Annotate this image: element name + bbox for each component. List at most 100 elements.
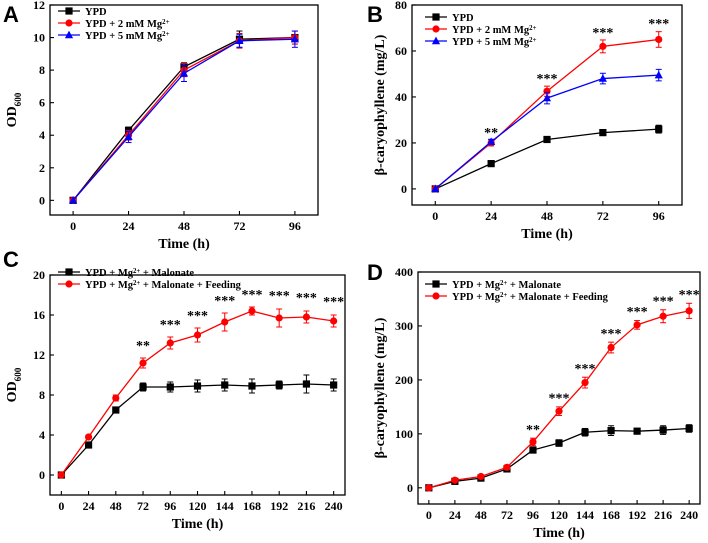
significance-label: ** — [526, 423, 540, 438]
x-tick-label: 168 — [602, 508, 620, 522]
legend-marker — [64, 30, 74, 39]
legend-entry: YPD — [452, 13, 474, 24]
significance-label: *** — [627, 305, 648, 320]
data-point — [607, 343, 615, 352]
x-tick-label: 0 — [426, 508, 432, 522]
y-tick-label: 12 — [33, 348, 45, 362]
x-tick-label: 72 — [501, 508, 513, 522]
data-point — [275, 314, 283, 322]
x-tick-label: 72 — [137, 499, 149, 513]
data-point — [598, 74, 607, 82]
panel-letter: A — [3, 2, 19, 27]
legend-entry: YPD + 2 mM Mg2+ — [85, 18, 170, 30]
data-point — [599, 128, 607, 137]
legend-marker — [432, 292, 440, 300]
x-axis-label: Time (h) — [521, 227, 573, 242]
data-point — [221, 381, 229, 389]
data-point — [487, 137, 496, 145]
data-point — [542, 93, 552, 102]
data-point — [685, 424, 693, 433]
y-tick-label: 4 — [39, 128, 45, 142]
legend-marker — [432, 13, 440, 21]
x-tick-label: 192 — [270, 499, 288, 513]
y-tick-label: 80 — [395, 0, 407, 12]
x-tick-label: 24 — [449, 508, 461, 522]
y-axis-label: OD600 — [5, 92, 23, 127]
y-tick-label: 8 — [39, 63, 45, 77]
data-point — [529, 438, 537, 446]
data-point — [659, 312, 667, 320]
series-3 — [69, 30, 299, 204]
data-point — [139, 359, 147, 367]
y-tick-label: 20 — [33, 268, 45, 282]
data-point — [302, 313, 311, 321]
y-tick-label: 200 — [395, 373, 413, 387]
series-1 — [69, 30, 299, 204]
data-point — [139, 383, 147, 391]
panel-letter: C — [3, 247, 19, 272]
data-point — [302, 380, 311, 388]
y-tick-label: 6 — [39, 96, 45, 110]
series-2 — [431, 31, 663, 193]
significance-label: *** — [187, 309, 208, 324]
significance-label: *** — [653, 294, 674, 309]
y-tick-label: 60 — [395, 44, 407, 58]
x-tick-label: 192 — [628, 508, 646, 522]
series-1 — [57, 374, 338, 479]
y-tick-label: 0 — [407, 481, 413, 495]
panel-letter: D — [367, 260, 383, 285]
data-point — [290, 34, 299, 43]
legend-entry: YPD — [85, 7, 107, 18]
x-tick-label: 240 — [680, 508, 698, 522]
x-axis-label: Time (h) — [533, 526, 585, 541]
data-point — [654, 70, 663, 79]
data-point — [69, 195, 78, 204]
y-tick-label: 0 — [401, 182, 407, 196]
y-tick-label: 2 — [39, 161, 45, 175]
data-point — [193, 331, 202, 339]
y-tick-label: 4 — [39, 428, 45, 442]
series-1 — [425, 424, 693, 492]
y-tick-label: 0 — [39, 468, 45, 482]
significance-label: *** — [241, 288, 262, 303]
data-point — [112, 394, 120, 402]
x-axis-label: Time (h) — [158, 237, 210, 252]
data-point — [275, 381, 283, 389]
legend-marker — [432, 25, 440, 33]
data-point — [124, 132, 133, 141]
significance-label: *** — [648, 17, 669, 32]
y-tick-label: 10 — [33, 31, 45, 45]
series-2 — [57, 306, 338, 479]
data-point — [487, 160, 495, 168]
series-line — [72, 36, 295, 201]
legend-entry: YPD + 5 mM Mg2+ — [85, 30, 170, 42]
y-tick-label: 8 — [39, 388, 45, 402]
data-point — [655, 35, 663, 44]
data-point — [633, 321, 641, 329]
data-point — [599, 42, 607, 50]
x-tick-label: 96 — [653, 209, 665, 223]
significance-label: *** — [592, 26, 613, 41]
data-point — [84, 441, 93, 449]
data-point — [451, 476, 459, 484]
series-2 — [69, 30, 299, 204]
series-3 — [431, 68, 663, 193]
series-2 — [425, 302, 693, 492]
legend-entry: YPD + 2 mM Mg2+ — [452, 24, 537, 36]
data-point — [166, 383, 174, 391]
x-tick-label: 24 — [485, 209, 497, 223]
y-tick-label: 20 — [395, 136, 407, 150]
series-line — [72, 36, 295, 201]
x-tick-label: 48 — [475, 508, 487, 522]
significance-label: *** — [296, 291, 317, 306]
data-point — [112, 406, 120, 414]
data-point — [477, 472, 485, 481]
x-tick-label: 168 — [243, 499, 261, 513]
significance-label: ** — [136, 339, 150, 354]
legend-entry: YPD + Mg2+ + Malonate — [452, 279, 561, 291]
x-tick-label: 48 — [110, 499, 122, 513]
significance-label: *** — [537, 72, 558, 87]
x-tick-label: 144 — [216, 499, 234, 513]
significance-label: *** — [160, 318, 181, 333]
